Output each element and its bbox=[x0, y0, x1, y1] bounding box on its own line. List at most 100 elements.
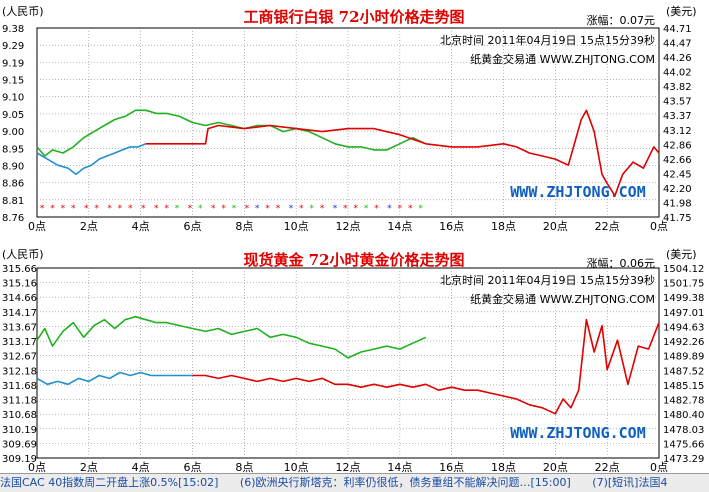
y-tick-right: 44.02 bbox=[663, 68, 692, 79]
trade-marker: * bbox=[164, 204, 169, 214]
x-tick-label: 18点 bbox=[491, 220, 516, 233]
series-line-0 bbox=[36, 371, 193, 386]
info-site: 纸黄金交易通 WWW.ZHJTONG.COM bbox=[470, 52, 655, 66]
y-tick-left: 309.69 bbox=[2, 439, 37, 450]
series-line-2 bbox=[145, 109, 660, 197]
trade-marker: * bbox=[118, 204, 123, 214]
y-tick-right: 42.86 bbox=[663, 140, 692, 151]
y-tick-right: 43.82 bbox=[663, 82, 692, 93]
trade-marker: * bbox=[84, 204, 89, 214]
y-tick-left: 9.29 bbox=[2, 41, 24, 52]
x-tick-label: 18点 bbox=[491, 461, 516, 473]
ticker-item[interactable]: (7)[短讯]法国4 bbox=[592, 476, 668, 489]
ticker-item[interactable]: 法国CAC 40指数周二开盘上涨0.5%[15:02] bbox=[0, 476, 219, 489]
y-tick-left: 9.15 bbox=[2, 76, 24, 87]
trade-marker: * bbox=[71, 204, 76, 214]
x-tick-label: 0点 bbox=[650, 220, 668, 233]
y-tick-left: 315.16 bbox=[2, 279, 37, 290]
charts-canvas: (人民币) (美元) 工商银行白银 72小时价格走势图 涨幅：0.07元 9.38 9.2… bbox=[2, 5, 704, 474]
info-time: 北京时间 2011年04月19日 15点15分39秒 bbox=[440, 33, 655, 47]
info-site: 纸黄金交易通 WWW.ZHJTONG.COM bbox=[470, 292, 655, 306]
trade-marker: * bbox=[175, 204, 180, 214]
trade-marker: * bbox=[128, 204, 133, 214]
trade-marker: * bbox=[198, 204, 203, 214]
trade-marker: * bbox=[245, 204, 250, 214]
chart-title: 工商银行白银 72小时价格走势图 bbox=[243, 8, 464, 26]
y-tick-right: 1499.38 bbox=[663, 293, 704, 304]
series-line-0 bbox=[36, 143, 147, 176]
y-tick-right: 44.71 bbox=[663, 24, 692, 35]
trade-marker: * bbox=[289, 204, 294, 214]
y-tick-right: 1482.78 bbox=[663, 396, 704, 407]
y-tick-left: 314.17 bbox=[2, 308, 37, 319]
news-ticker[interactable]: 法国CAC 40指数周二开盘上涨0.5%[15:02] (6)欧洲央行斯塔克：利… bbox=[0, 473, 709, 492]
trade-marker: * bbox=[50, 204, 55, 214]
x-tick-label: 0点 bbox=[28, 220, 46, 233]
plot-frame bbox=[36, 27, 660, 218]
y-tick-right: 1485.15 bbox=[663, 381, 704, 392]
y-tick-left: 311.18 bbox=[2, 396, 37, 407]
y-tick-left: 313.17 bbox=[2, 337, 37, 348]
y-tick-right: 1497.01 bbox=[663, 308, 704, 319]
y-tick-right: 1487.52 bbox=[663, 366, 704, 377]
trade-marker: * bbox=[40, 204, 45, 214]
x-tick-label: 14点 bbox=[387, 220, 412, 233]
x-tick-label: 4点 bbox=[132, 220, 150, 233]
y-tick-right: 1489.89 bbox=[663, 352, 704, 363]
y-tick-left: 8.81 bbox=[2, 196, 24, 207]
y-tick-left: 8.76 bbox=[2, 213, 24, 224]
x-tick-label: 8点 bbox=[235, 461, 253, 473]
x-tick-label: 16点 bbox=[439, 220, 464, 233]
y-tick-right: 42.66 bbox=[663, 155, 692, 166]
x-tick-label: 6点 bbox=[184, 461, 202, 473]
x-tick-label: 0点 bbox=[28, 461, 46, 473]
y-tick-right: 43.37 bbox=[663, 111, 692, 122]
x-tick-label: 4点 bbox=[132, 461, 150, 473]
y-tick-left: 9.38 bbox=[2, 24, 24, 35]
trade-marker: * bbox=[354, 204, 359, 214]
trade-marker: * bbox=[232, 204, 237, 214]
trade-marker: * bbox=[333, 204, 338, 214]
y-tick-left: 8.90 bbox=[2, 161, 24, 172]
x-tick-label: 12点 bbox=[336, 461, 361, 473]
trade-marker: * bbox=[309, 204, 314, 214]
trade-marker: * bbox=[221, 204, 226, 214]
y-tick-left: 314.66 bbox=[2, 293, 37, 304]
watermark: WWW.ZHJTONG.COM bbox=[510, 183, 645, 201]
y-tick-left: 310.19 bbox=[2, 425, 37, 436]
series-line-1 bbox=[36, 315, 427, 359]
x-tick-label: 22点 bbox=[595, 461, 620, 473]
watermark: WWW.ZHJTONG.COM bbox=[510, 424, 645, 442]
series-line-2 bbox=[192, 318, 660, 415]
x-tick-label: 12点 bbox=[336, 220, 361, 233]
y-tick-right: 43.57 bbox=[663, 97, 692, 108]
y-tick-left: 312.67 bbox=[2, 352, 37, 363]
trade-marker: * bbox=[374, 204, 379, 214]
y-tick-right: 44.47 bbox=[663, 39, 692, 50]
change-label: 涨幅：0.06元 bbox=[587, 257, 656, 270]
right-unit-label: (美元) bbox=[666, 5, 697, 18]
y-tick-right: 1504.12 bbox=[663, 264, 704, 275]
x-tick-label: 14点 bbox=[387, 461, 412, 473]
y-tick-right: 41.75 bbox=[663, 213, 692, 224]
trade-marker: * bbox=[276, 204, 281, 214]
y-tick-left: 315.66 bbox=[2, 264, 37, 275]
y-tick-right: 44.26 bbox=[663, 53, 692, 64]
y-tick-left: 9.10 bbox=[2, 93, 24, 104]
x-tick-label: 22点 bbox=[595, 220, 620, 233]
ticker-item[interactable]: (6)欧洲央行斯塔克：利率仍很低，债务重组不能解决问题…[15:00] bbox=[239, 476, 571, 489]
change-label: 涨幅：0.07元 bbox=[587, 14, 656, 27]
x-tick-label: 8点 bbox=[235, 220, 253, 233]
x-tick-label: 2点 bbox=[80, 220, 98, 233]
y-tick-right: 1492.26 bbox=[663, 337, 704, 348]
trade-marker: * bbox=[408, 204, 413, 214]
trade-marker: * bbox=[364, 204, 369, 214]
trade-marker: * bbox=[61, 204, 66, 214]
trade-marker: * bbox=[255, 204, 260, 214]
x-tick-label: 20点 bbox=[543, 220, 568, 233]
x-tick-label: 20点 bbox=[543, 461, 568, 473]
x-tick-label: 6点 bbox=[184, 220, 202, 233]
x-tick-label: 16点 bbox=[439, 461, 464, 473]
y-tick-left: 9.00 bbox=[2, 127, 24, 138]
left-unit-label: (人民币) bbox=[2, 5, 44, 18]
